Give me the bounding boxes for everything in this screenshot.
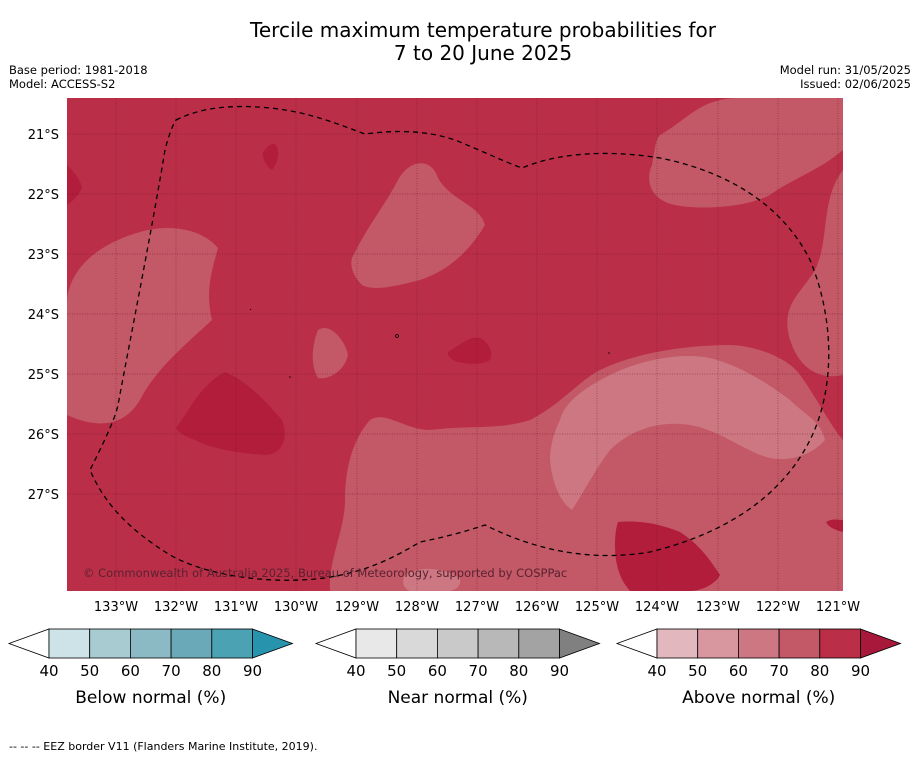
legend-extend-high	[860, 628, 902, 659]
base-period: Base period: 1981-2018	[9, 63, 148, 77]
meta-left: Base period: 1981-2018 Model: ACCESS-S2	[9, 63, 148, 91]
legend-tick-label: 60	[428, 662, 447, 680]
legend-extend-high	[559, 628, 601, 659]
gridlines	[67, 98, 843, 591]
field-90-north-spot	[262, 143, 279, 170]
lon-label: 124°W	[635, 600, 679, 615]
island-mark	[395, 334, 399, 338]
lat-label: 26°S	[28, 428, 59, 443]
legend-tick-label: 50	[80, 662, 99, 680]
legend-title: Above normal (%)	[682, 688, 835, 708]
legend-swatch	[778, 628, 821, 659]
legend-swatch	[697, 628, 739, 659]
legend-tick-label: 90	[550, 662, 569, 680]
legend-tick-label: 70	[770, 662, 789, 680]
field-90-center-spot	[447, 337, 492, 364]
title-line-1: Tercile maximum temperature probabilitie…	[250, 18, 716, 42]
lat-label: 21°S	[28, 128, 59, 143]
legend-tick-label: 40	[39, 662, 58, 680]
legend-tick-label: 70	[469, 662, 488, 680]
legend-tick-label: 90	[851, 662, 870, 680]
legend-0: 40 50 60 70 80 90 Below normal (%)	[7, 628, 294, 708]
lon-label: 126°W	[515, 600, 559, 615]
legends: 40 50 60 70 80 90 Below normal (%) 40 50 60 70 80 90…	[7, 628, 902, 708]
title-line-2: 7 to 20 June 2025	[393, 41, 573, 65]
legend-swatch	[518, 628, 560, 659]
lon-label: 121°W	[816, 600, 860, 615]
meta-right: Model run: 31/05/2025 Issued: 02/06/2025	[780, 63, 911, 91]
legend-2: 40 50 60 70 80 90 Above normal (%)	[615, 628, 902, 708]
legend-swatch	[396, 628, 438, 659]
model-run: Model run: 31/05/2025	[779, 63, 911, 77]
legend-swatch	[436, 628, 479, 659]
legend-tick-label: 80	[509, 662, 528, 680]
legend-tick-label: 90	[243, 662, 262, 680]
legend-extend-low	[615, 628, 658, 659]
lat-label: 25°S	[28, 368, 59, 383]
legend-tick-label: 40	[346, 662, 365, 680]
legend-swatch	[477, 628, 520, 659]
lon-label: 127°W	[455, 600, 499, 615]
lon-label: 122°W	[756, 600, 800, 615]
longitude-labels: 133°W 132°W 131°W 130°W 129°W 128°W 127°W 126°W…	[94, 600, 860, 615]
legend-extend-high	[252, 628, 294, 659]
model-name: Model: ACCESS-S2	[9, 77, 116, 91]
legend-tick-label: 60	[729, 662, 748, 680]
legend-title: Near normal (%)	[388, 688, 528, 708]
legend-tick-label: 50	[387, 662, 406, 680]
lat-label: 27°S	[28, 488, 59, 503]
lon-label: 131°W	[214, 600, 258, 615]
issued-date: Issued: 02/06/2025	[800, 77, 911, 91]
eez-border	[89, 105, 830, 581]
lon-label: 125°W	[575, 600, 619, 615]
latitude-labels: 21°S 22°S 23°S 24°S 25°S 26°S 27°S	[28, 128, 59, 503]
field-90-east-edge	[826, 519, 843, 532]
island-mark	[249, 308, 252, 311]
legend-swatch	[89, 628, 131, 659]
island-marks	[249, 308, 610, 378]
legend-tick-label: 80	[810, 662, 829, 680]
legend-1: 40 50 60 70 80 90 Near normal (%)	[314, 628, 601, 708]
legend-extend-low	[7, 628, 50, 659]
legend-extend-low	[314, 628, 357, 659]
field-70-north-central	[351, 163, 485, 288]
field-70-east	[787, 170, 843, 377]
footer-note: -- -- -- EEZ border V11 (Flanders Marine…	[9, 740, 318, 753]
map-attribution: © Commonwealth of Australia 2025, Bureau…	[83, 566, 567, 580]
legend-swatch	[129, 628, 172, 659]
legend-swatch	[355, 628, 398, 659]
legend-swatch	[170, 628, 213, 659]
probability-field	[67, 98, 843, 591]
legend-tick-label: 50	[688, 662, 707, 680]
legend-swatch	[738, 628, 780, 659]
legend-swatch	[48, 628, 91, 659]
field-90-south-spot	[615, 521, 720, 591]
lon-label: 133°W	[94, 600, 138, 615]
lon-label: 129°W	[335, 600, 379, 615]
legend-swatch	[211, 628, 253, 659]
chart-title: Tercile maximum temperature probabilitie…	[0, 19, 919, 65]
field-70-islet	[312, 328, 348, 379]
legend-tick-label: 40	[647, 662, 666, 680]
lat-label: 23°S	[28, 248, 59, 263]
lon-label: 132°W	[154, 600, 198, 615]
field-60-southeast	[550, 355, 825, 510]
lat-label: 22°S	[28, 188, 59, 203]
lat-label: 24°S	[28, 308, 59, 323]
legend-tick-label: 70	[162, 662, 181, 680]
field-70-northeast	[649, 98, 843, 208]
lon-label: 128°W	[395, 600, 439, 615]
field-90-west-edge	[67, 165, 82, 205]
legend-tick-label: 80	[202, 662, 221, 680]
field-60-south-blob	[403, 568, 461, 591]
lon-label: 123°W	[696, 600, 740, 615]
field-70-west	[67, 227, 218, 424]
legend-swatch	[656, 628, 699, 659]
legend-tick-label: 60	[121, 662, 140, 680]
lon-label: 130°W	[274, 600, 318, 615]
legend-swatch	[819, 628, 861, 659]
legend-title: Below normal (%)	[75, 688, 226, 708]
